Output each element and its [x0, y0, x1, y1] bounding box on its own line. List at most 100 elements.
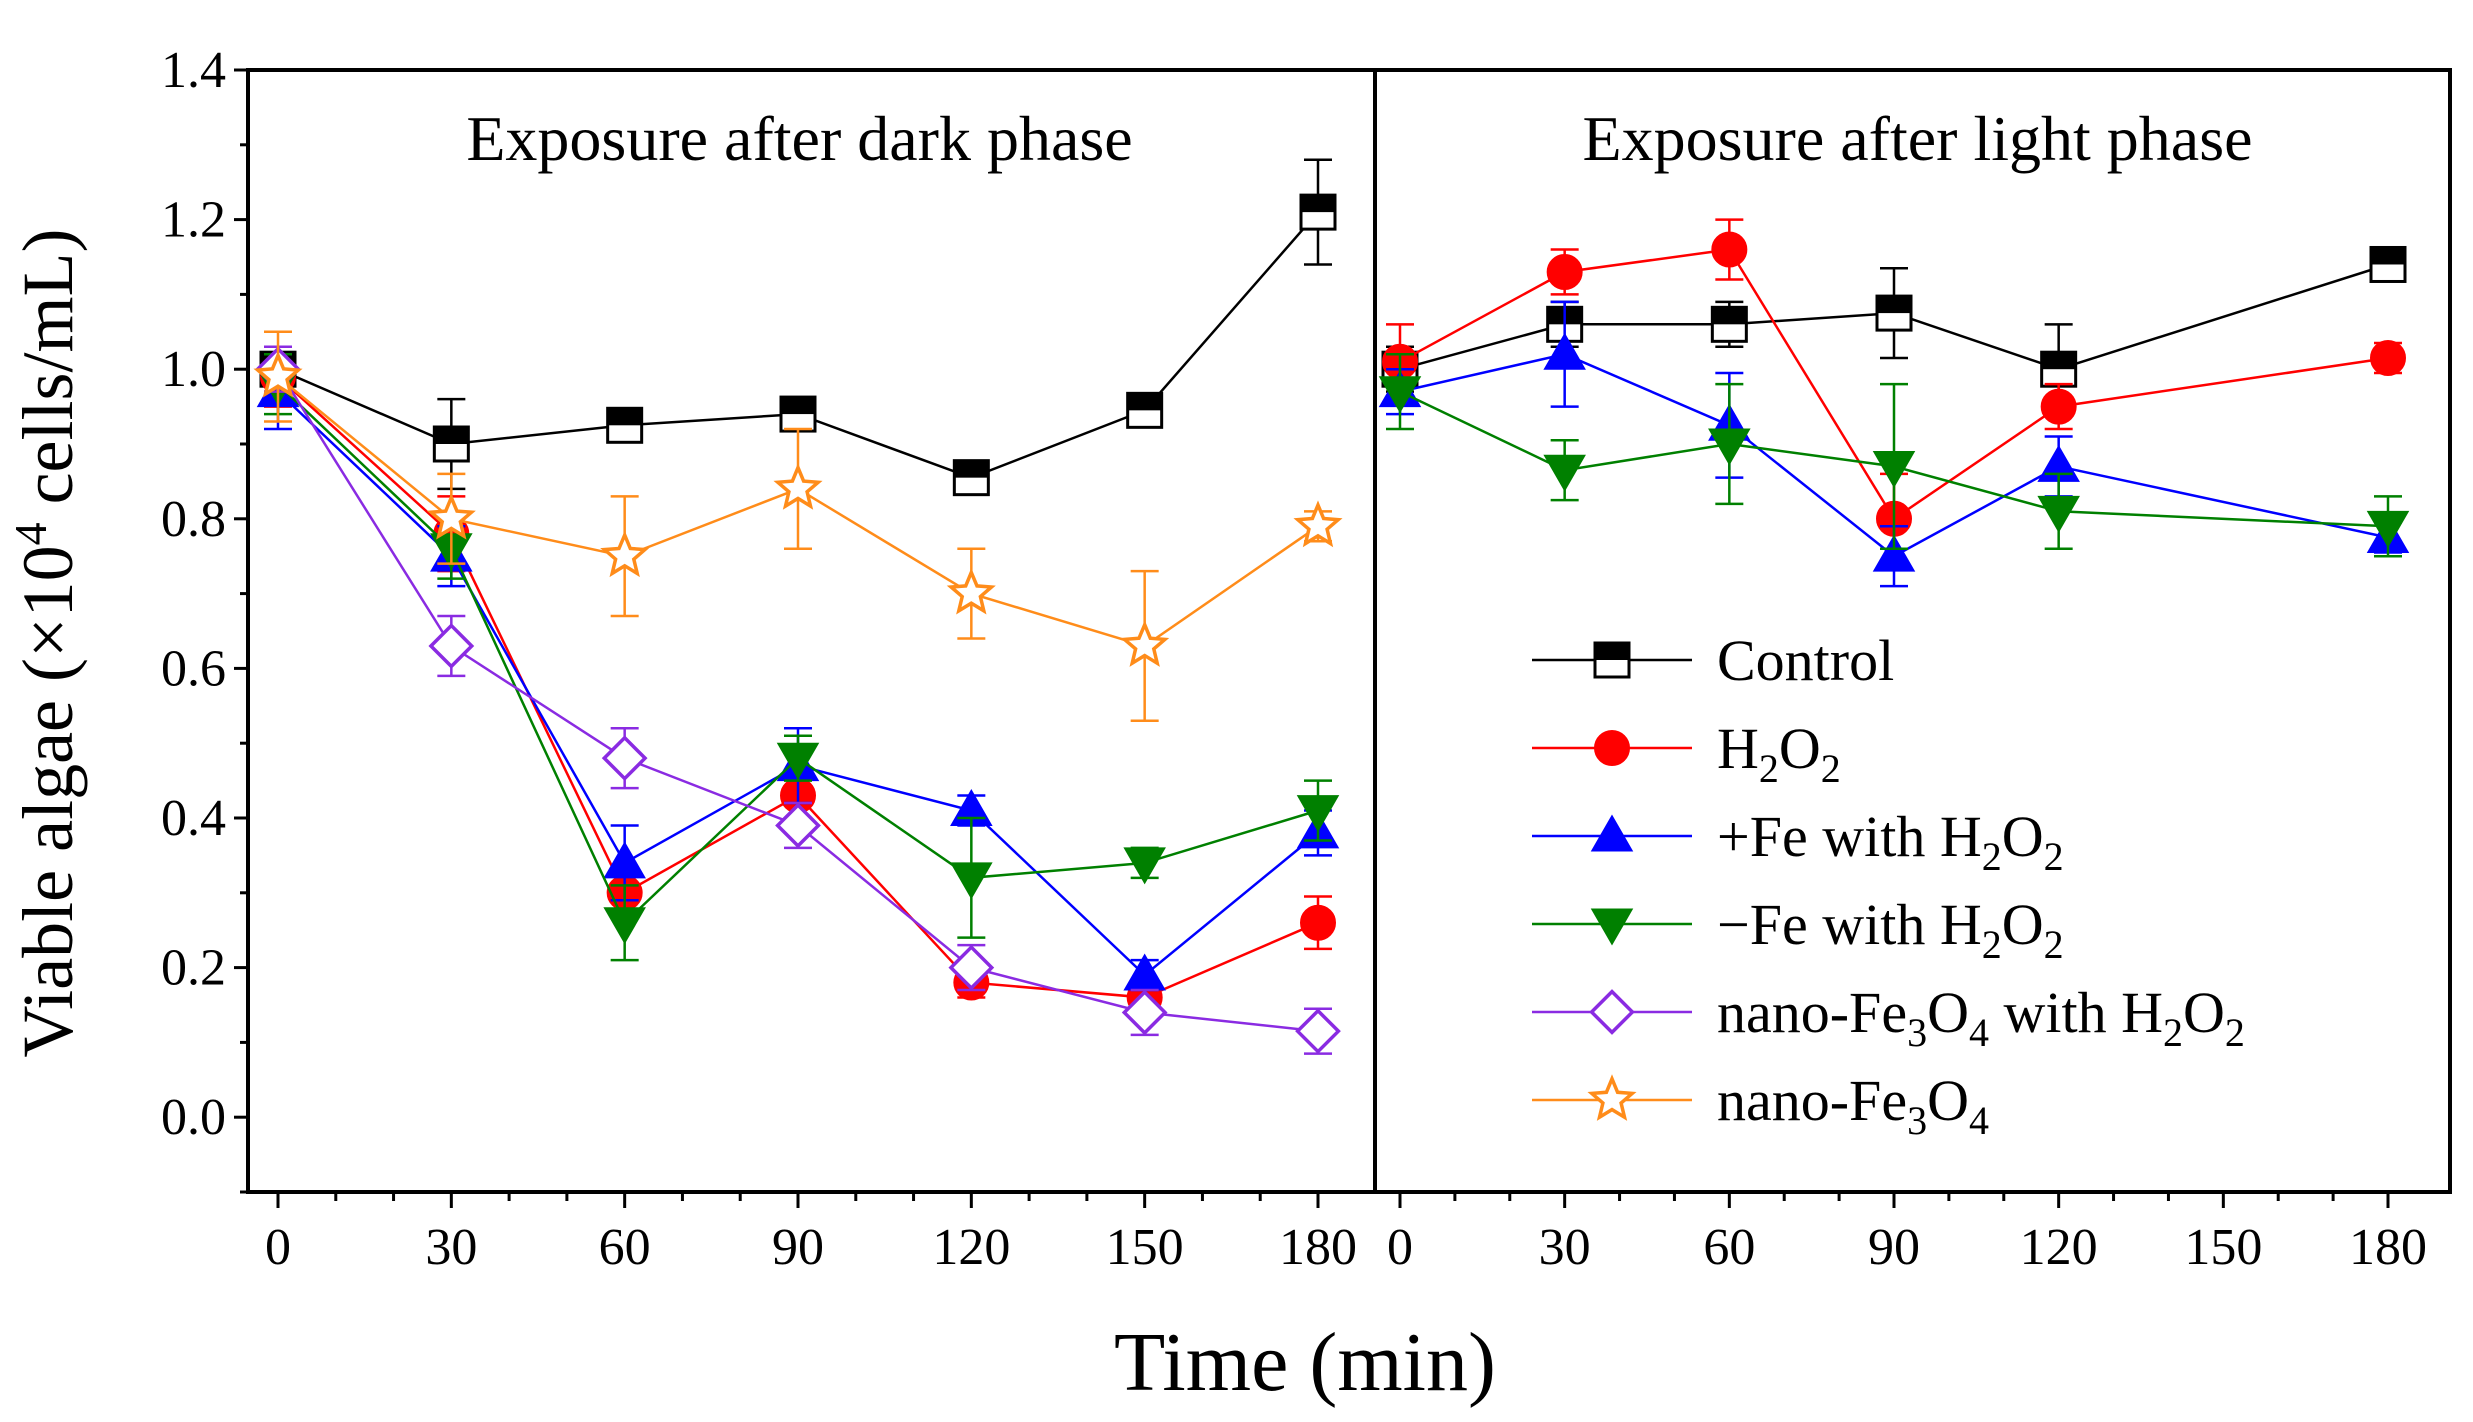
legend-label-part: 3	[1907, 1010, 1927, 1055]
legend-label-part: O	[2183, 980, 2225, 1045]
panel-title-2: Exposure after light phase	[1583, 103, 2253, 174]
y-tick-label: 1.2	[161, 192, 226, 249]
series-line-control	[1399, 263, 2389, 371]
legend-label-part: −Fe with H	[1717, 892, 1982, 957]
point-minusfe	[1543, 454, 1586, 492]
x-tick-label: 90	[772, 1219, 824, 1276]
point-nano	[1293, 500, 1343, 548]
point-control-fill	[607, 408, 642, 426]
series	[253, 158, 2410, 1055]
x-tick-label: 150	[1106, 1219, 1184, 1276]
point-nanoh2o2	[1121, 989, 1168, 1036]
point-h2o2	[1546, 253, 1583, 290]
y-tick-label: 0.4	[161, 790, 226, 847]
x-tick-label: 120	[2020, 1219, 2098, 1276]
legend-label-part: 2	[2163, 1010, 2183, 1055]
legend-label-part: 2	[1982, 922, 2002, 967]
y-tick-label: 1.4	[161, 42, 226, 99]
point-minusfe	[776, 742, 820, 780]
legend-marker-plusfe	[1590, 814, 1634, 852]
legend-marker-minusfe	[1590, 908, 1634, 946]
point-control-fill	[781, 397, 815, 415]
x-tick-label: 0	[265, 1219, 291, 1276]
legend-marker-nano	[1587, 1074, 1637, 1121]
point-plusfe	[603, 841, 646, 879]
panel-title-1: Exposure after dark phase	[466, 103, 1132, 174]
y-axis-title-prefix: Viable algae (×10	[8, 545, 88, 1057]
legend-label-h2o2: H2O2	[1717, 716, 1841, 791]
legend-label-part: O	[1779, 716, 1821, 781]
point-nano	[1120, 620, 1170, 667]
plot-frames: Exposure after dark phase Exposure after …	[246, 68, 2452, 1194]
series-line-plusfe	[1399, 352, 2389, 558]
point-nanoh2o2	[601, 735, 648, 782]
legend-label-part: O	[2002, 892, 2044, 957]
series-line-minusfe	[1399, 390, 2389, 528]
legend-label-part: nano-Fe	[1717, 980, 1907, 1045]
legend-marker-nanoh2o2	[1589, 989, 1635, 1035]
y-axis-title: Viable algae (×104 cells/mL)	[5, 229, 88, 1058]
panel-frame-2	[1373, 68, 2452, 1194]
point-nanoh2o2	[948, 944, 995, 991]
point-nanoh2o2	[775, 802, 821, 849]
x-tick-label: 30	[425, 1219, 477, 1276]
x-tick-label: 0	[1387, 1219, 1413, 1276]
point-control-fill	[1877, 296, 1911, 314]
point-nano	[253, 350, 303, 398]
point-minusfe	[1378, 376, 1422, 414]
series-control-panel-1	[259, 158, 1337, 497]
point-control-fill	[2371, 247, 2405, 265]
legend-label-part: 2	[2225, 1010, 2245, 1055]
legend-label-control: Control	[1717, 628, 1894, 693]
series-line-h2o2	[1399, 248, 2389, 521]
legend-label-plusfe: +Fe with H2O2	[1717, 804, 2064, 879]
point-minusfe	[950, 862, 993, 900]
point-control-fill	[1127, 393, 1162, 411]
legend-label-part: H	[1717, 716, 1759, 781]
y-axis-title-sup: 4	[5, 522, 56, 545]
x-tick-label: 150	[2184, 1219, 2262, 1276]
legend-label-part: 2	[1982, 834, 2002, 879]
legend-label-part: 2	[1821, 746, 1841, 791]
legend-label-part: O	[1927, 1068, 1969, 1133]
legend-marker-control-fill	[1595, 643, 1629, 660]
axes: 0.00.20.40.60.81.01.21.40 30 60 90 120 150 180…	[161, 42, 2427, 1276]
point-minusfe	[1872, 450, 1916, 488]
legend-label-part: 2	[1759, 746, 1779, 791]
point-control-fill	[1712, 307, 1747, 325]
point-nano	[773, 463, 823, 510]
point-nano	[946, 567, 996, 615]
x-tick-label: 180	[2349, 1219, 2427, 1276]
legend-label-part: O	[1927, 980, 1969, 1045]
legend-label-part: nano-Fe	[1717, 1068, 1907, 1133]
point-h2o2	[2040, 388, 2077, 425]
series-nano-panel-1	[253, 330, 1343, 723]
legend-label-minusfe: −Fe with H2O2	[1717, 892, 2064, 967]
legend-label-part: Control	[1717, 628, 1894, 693]
point-plusfe	[1872, 534, 1916, 572]
x-tick-label: 60	[1703, 1219, 1755, 1276]
point-plusfe	[1543, 332, 1586, 370]
x-tick-label: 180	[1279, 1219, 1357, 1276]
legend-label-part: +Fe with H	[1717, 804, 1982, 869]
point-h2o2	[1711, 231, 1748, 268]
point-nanoh2o2	[428, 623, 475, 669]
legend-label-part: 4	[1969, 1010, 1989, 1055]
y-tick-label: 0.2	[161, 940, 226, 997]
legend-item-control: Control	[1532, 628, 1894, 693]
y-tick-label: 0.8	[161, 491, 226, 548]
legend-label-part: 4	[1969, 1098, 1989, 1143]
point-control-fill	[2041, 352, 2076, 370]
y-axis-title-suffix: cells/mL)	[8, 229, 88, 523]
x-axis-title: Time (min)	[1114, 1316, 1496, 1409]
legend-marker-h2o2	[1594, 730, 1630, 766]
point-control-fill	[954, 460, 989, 478]
legend-label-nano: nano-Fe3O4	[1717, 1068, 1989, 1143]
legend-item-h2o2: H2O2	[1532, 716, 1841, 791]
point-nanoh2o2	[1295, 1008, 1341, 1055]
x-tick-label: 120	[932, 1219, 1010, 1276]
point-minusfe	[2366, 510, 2410, 548]
legend-item-nano: nano-Fe3O4	[1532, 1068, 1989, 1143]
point-minusfe	[1708, 428, 1751, 466]
